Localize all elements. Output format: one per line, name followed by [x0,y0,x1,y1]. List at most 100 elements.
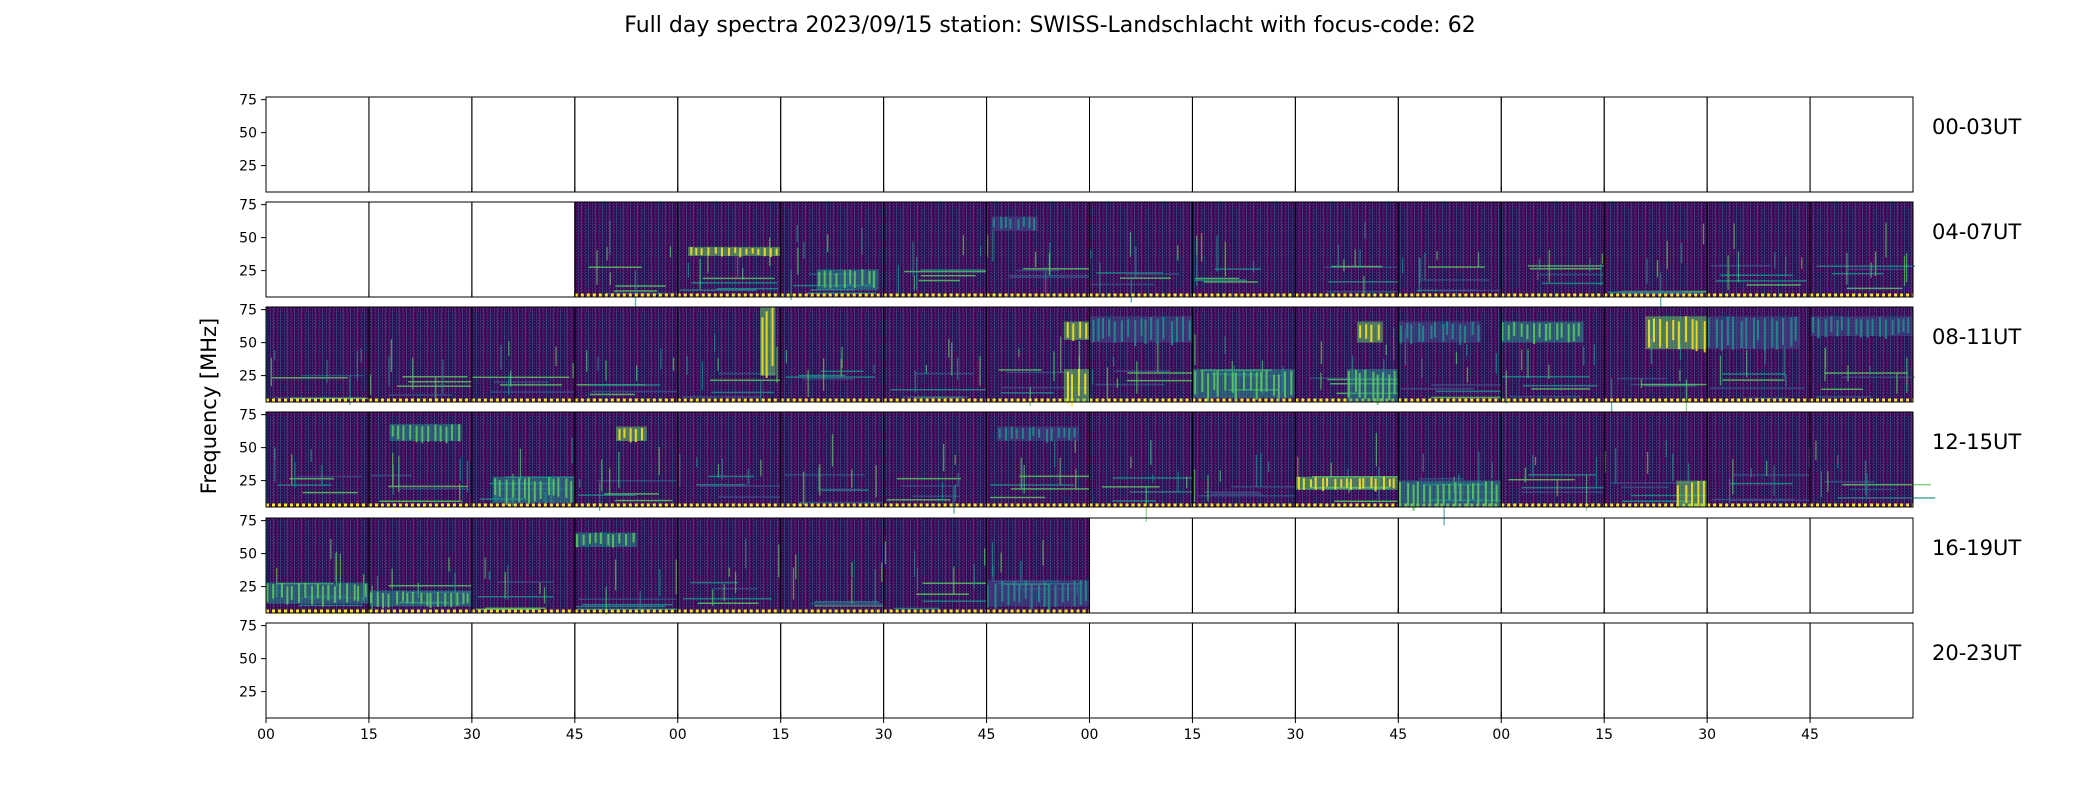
feature-streak [406,592,409,604]
x-tick-label: 15 [360,727,378,743]
burst-line [785,349,788,364]
panel-r1-p14 [1707,202,1811,297]
feature-streak [1009,218,1012,229]
spectral-feature [368,590,472,609]
feature-streak [1033,217,1036,231]
feature-streak [1520,323,1523,337]
interference-line [680,289,757,291]
feature-streak [1560,323,1563,338]
burst-line [717,357,719,371]
interference-line [683,597,772,600]
feature-streak [427,425,430,442]
interference-line [477,596,554,598]
burst-line [605,586,607,615]
feature-streak [775,248,778,256]
burst-line [356,350,358,381]
interference-line [589,384,661,386]
interference-line [1421,279,1490,281]
interference-line [696,484,746,486]
feature-streak [641,428,644,441]
burst-line [349,375,351,405]
feature-streak [1004,427,1007,441]
feature-streak [376,592,379,607]
panel-frame [1809,622,1914,719]
interference-line [1711,498,1795,501]
feature-streak [1382,476,1385,490]
panel-r3-p4 [677,412,796,507]
burst-line [659,569,661,596]
interference-line [1607,291,1706,294]
burst-line [1660,272,1662,308]
burst-line [1466,344,1468,356]
panel-r4-p5 [780,518,897,613]
burst-line [712,589,714,606]
feature-streak [1085,323,1088,339]
interference-line [396,385,487,387]
burst-line [714,333,716,352]
feature-streak [1484,481,1487,508]
feature-streak [1752,317,1755,349]
burst-line [914,370,916,393]
y-tick-label: 75 [239,303,257,319]
burst-line [448,557,450,572]
burst-line [1363,275,1365,297]
burst-line [1847,365,1849,382]
burst-line [508,341,510,356]
burst-line [442,359,444,394]
feature-streak [565,478,568,499]
panel-r1-p15 [1810,202,1915,297]
spectral-feature [1192,369,1296,403]
burst-line [1044,267,1047,297]
feature-streak [769,248,772,258]
feature-streak [1277,374,1280,403]
feature-streak [1871,318,1874,336]
interference-line [1112,477,1196,479]
feature-streak [763,247,766,257]
row-label: 20-23UT [1932,641,2021,665]
burst-line [723,583,725,602]
feature-streak [1054,584,1057,607]
burst-line [1320,372,1322,390]
feature-streak [1234,372,1237,401]
burst-line [1527,349,1529,378]
panel-frame [471,622,576,719]
feature-streak [311,585,314,605]
burst-line [1042,540,1044,566]
burst-line [1059,457,1061,485]
burst-line [1320,341,1323,364]
x-tick-label: 30 [1286,727,1304,743]
interference-line [819,488,862,491]
interference-line [708,475,754,478]
interference-line [591,390,681,393]
panel-r1-p7 [986,202,1105,297]
feature-streak [1731,316,1734,350]
burst-line [913,550,916,577]
interference-line [1101,486,1160,488]
feature-streak [1830,316,1833,333]
feature-streak [1201,370,1204,392]
burst-line [1255,454,1258,488]
feature-streak [1365,324,1368,339]
interference-line [1127,372,1227,374]
interference-line [497,581,554,583]
feature-streak [1855,319,1858,335]
burst-line [973,564,975,589]
burst-line [294,462,296,488]
burst-line [1646,258,1648,284]
interference-line [802,378,854,380]
feature-streak [849,269,852,285]
feature-streak [1182,316,1185,342]
feature-streak [1108,318,1111,337]
burst-line [979,246,982,257]
interference-line [1439,289,1534,292]
feature-streak [1891,319,1894,336]
interference-line [1435,390,1517,393]
row-label: 16-19UT [1932,536,2021,560]
burst-line [376,576,379,593]
interference-line [1000,392,1054,394]
panel-noise [986,202,1090,297]
feature-streak [1691,319,1694,350]
interference-line [998,369,1042,371]
burst-line [596,250,598,285]
interference-line [709,379,787,382]
